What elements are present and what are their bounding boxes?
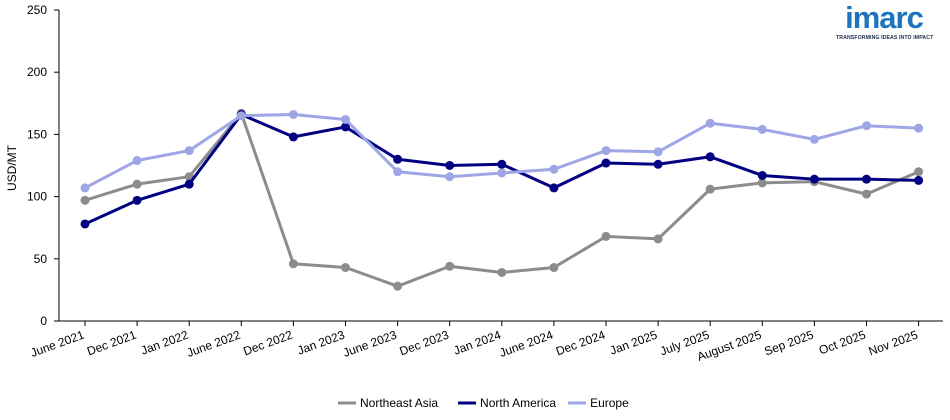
legend-label: Europe — [590, 396, 629, 410]
data-point — [288, 109, 298, 119]
series-europe — [80, 109, 924, 193]
data-point — [132, 156, 142, 166]
legend-label: Northeast Asia — [360, 396, 438, 410]
data-point — [653, 159, 663, 169]
data-point — [914, 167, 924, 177]
y-tick-label: 250 — [27, 3, 47, 17]
data-point — [184, 179, 194, 189]
x-tick-label: Nov 2025 — [867, 328, 920, 359]
legend: Northeast Asia North America Europe — [338, 396, 629, 410]
data-point — [341, 122, 350, 132]
x-tick-label: Dec 2024 — [554, 328, 607, 359]
y-tick-label: 0 — [40, 314, 47, 328]
x-tick-label: Jan 2024 — [452, 328, 503, 358]
data-point — [601, 231, 611, 241]
x-tick-label: Dec 2021 — [85, 328, 138, 359]
data-point — [809, 174, 819, 184]
data-point — [497, 168, 507, 178]
data-point — [549, 164, 559, 174]
data-point — [757, 170, 767, 180]
legend-item: Europe — [568, 396, 629, 410]
x-tick-label: Jan 2023 — [295, 328, 346, 358]
data-point — [862, 121, 871, 131]
data-point — [80, 183, 90, 193]
data-point — [914, 175, 924, 185]
x-tick-label: Dec 2023 — [398, 328, 451, 359]
data-point — [445, 172, 455, 182]
x-tick-label: Dec 2022 — [241, 328, 294, 359]
data-point — [497, 267, 507, 277]
data-point — [132, 195, 142, 205]
data-point — [80, 195, 90, 205]
series-layer — [80, 108, 924, 291]
data-point — [757, 124, 767, 134]
logo-tagline: TRANSFORMING IDEAS INTO IMPACT — [836, 35, 934, 41]
data-point — [705, 118, 715, 128]
data-point — [601, 158, 611, 168]
x-tick-label: Jan 2025 — [608, 328, 659, 358]
data-point — [393, 281, 403, 291]
data-point — [757, 178, 767, 188]
data-point — [80, 219, 90, 229]
data-point — [288, 132, 298, 142]
imarc-logo: imarc TRANSFORMING IDEAS INTO IMPACT — [836, 0, 934, 42]
x-tick-label: Jan 2022 — [139, 328, 190, 358]
logo-wordmark: imarc — [845, 0, 924, 35]
data-point — [341, 263, 350, 273]
data-point — [862, 174, 871, 184]
y-tick-label: 50 — [34, 252, 48, 266]
data-point — [132, 179, 142, 189]
x-tick-label: June 2022 — [185, 328, 243, 360]
x-tick-label: Sep 2025 — [762, 328, 815, 359]
data-point — [184, 146, 194, 156]
series-line — [84, 111, 920, 288]
legend-label: North America — [480, 396, 556, 410]
data-point — [445, 161, 455, 170]
axes: 0 50 100 150 200 250 June 2021 Dec 2021 Jan 2022… — [27, 3, 943, 364]
legend-item: North America — [458, 396, 556, 410]
data-point — [914, 123, 924, 133]
data-point — [653, 147, 663, 157]
x-tick-label: June 2024 — [497, 328, 555, 360]
legend-item: Northeast Asia — [338, 396, 438, 410]
data-point — [809, 134, 819, 144]
data-point — [393, 154, 403, 164]
data-point — [288, 259, 298, 269]
y-tick-label: 200 — [27, 65, 47, 79]
data-point — [705, 184, 715, 194]
data-point — [497, 159, 507, 169]
data-point — [341, 114, 350, 124]
data-point — [236, 111, 246, 121]
data-point — [549, 263, 559, 273]
y-tick-label: 100 — [27, 190, 47, 204]
data-point — [393, 167, 403, 177]
x-tick-label: June 2021 — [29, 328, 87, 360]
series-north-america — [80, 109, 924, 229]
data-point — [705, 152, 715, 162]
y-axis-label: USD/MT — [5, 144, 19, 191]
x-tick-label: June 2023 — [341, 328, 399, 360]
x-tick-label: Oct 2025 — [817, 328, 868, 358]
data-point — [862, 189, 871, 199]
data-point — [549, 183, 559, 193]
data-point — [445, 261, 455, 271]
y-tick-label: 150 — [27, 127, 47, 141]
data-point — [653, 234, 663, 244]
data-point — [601, 146, 611, 156]
